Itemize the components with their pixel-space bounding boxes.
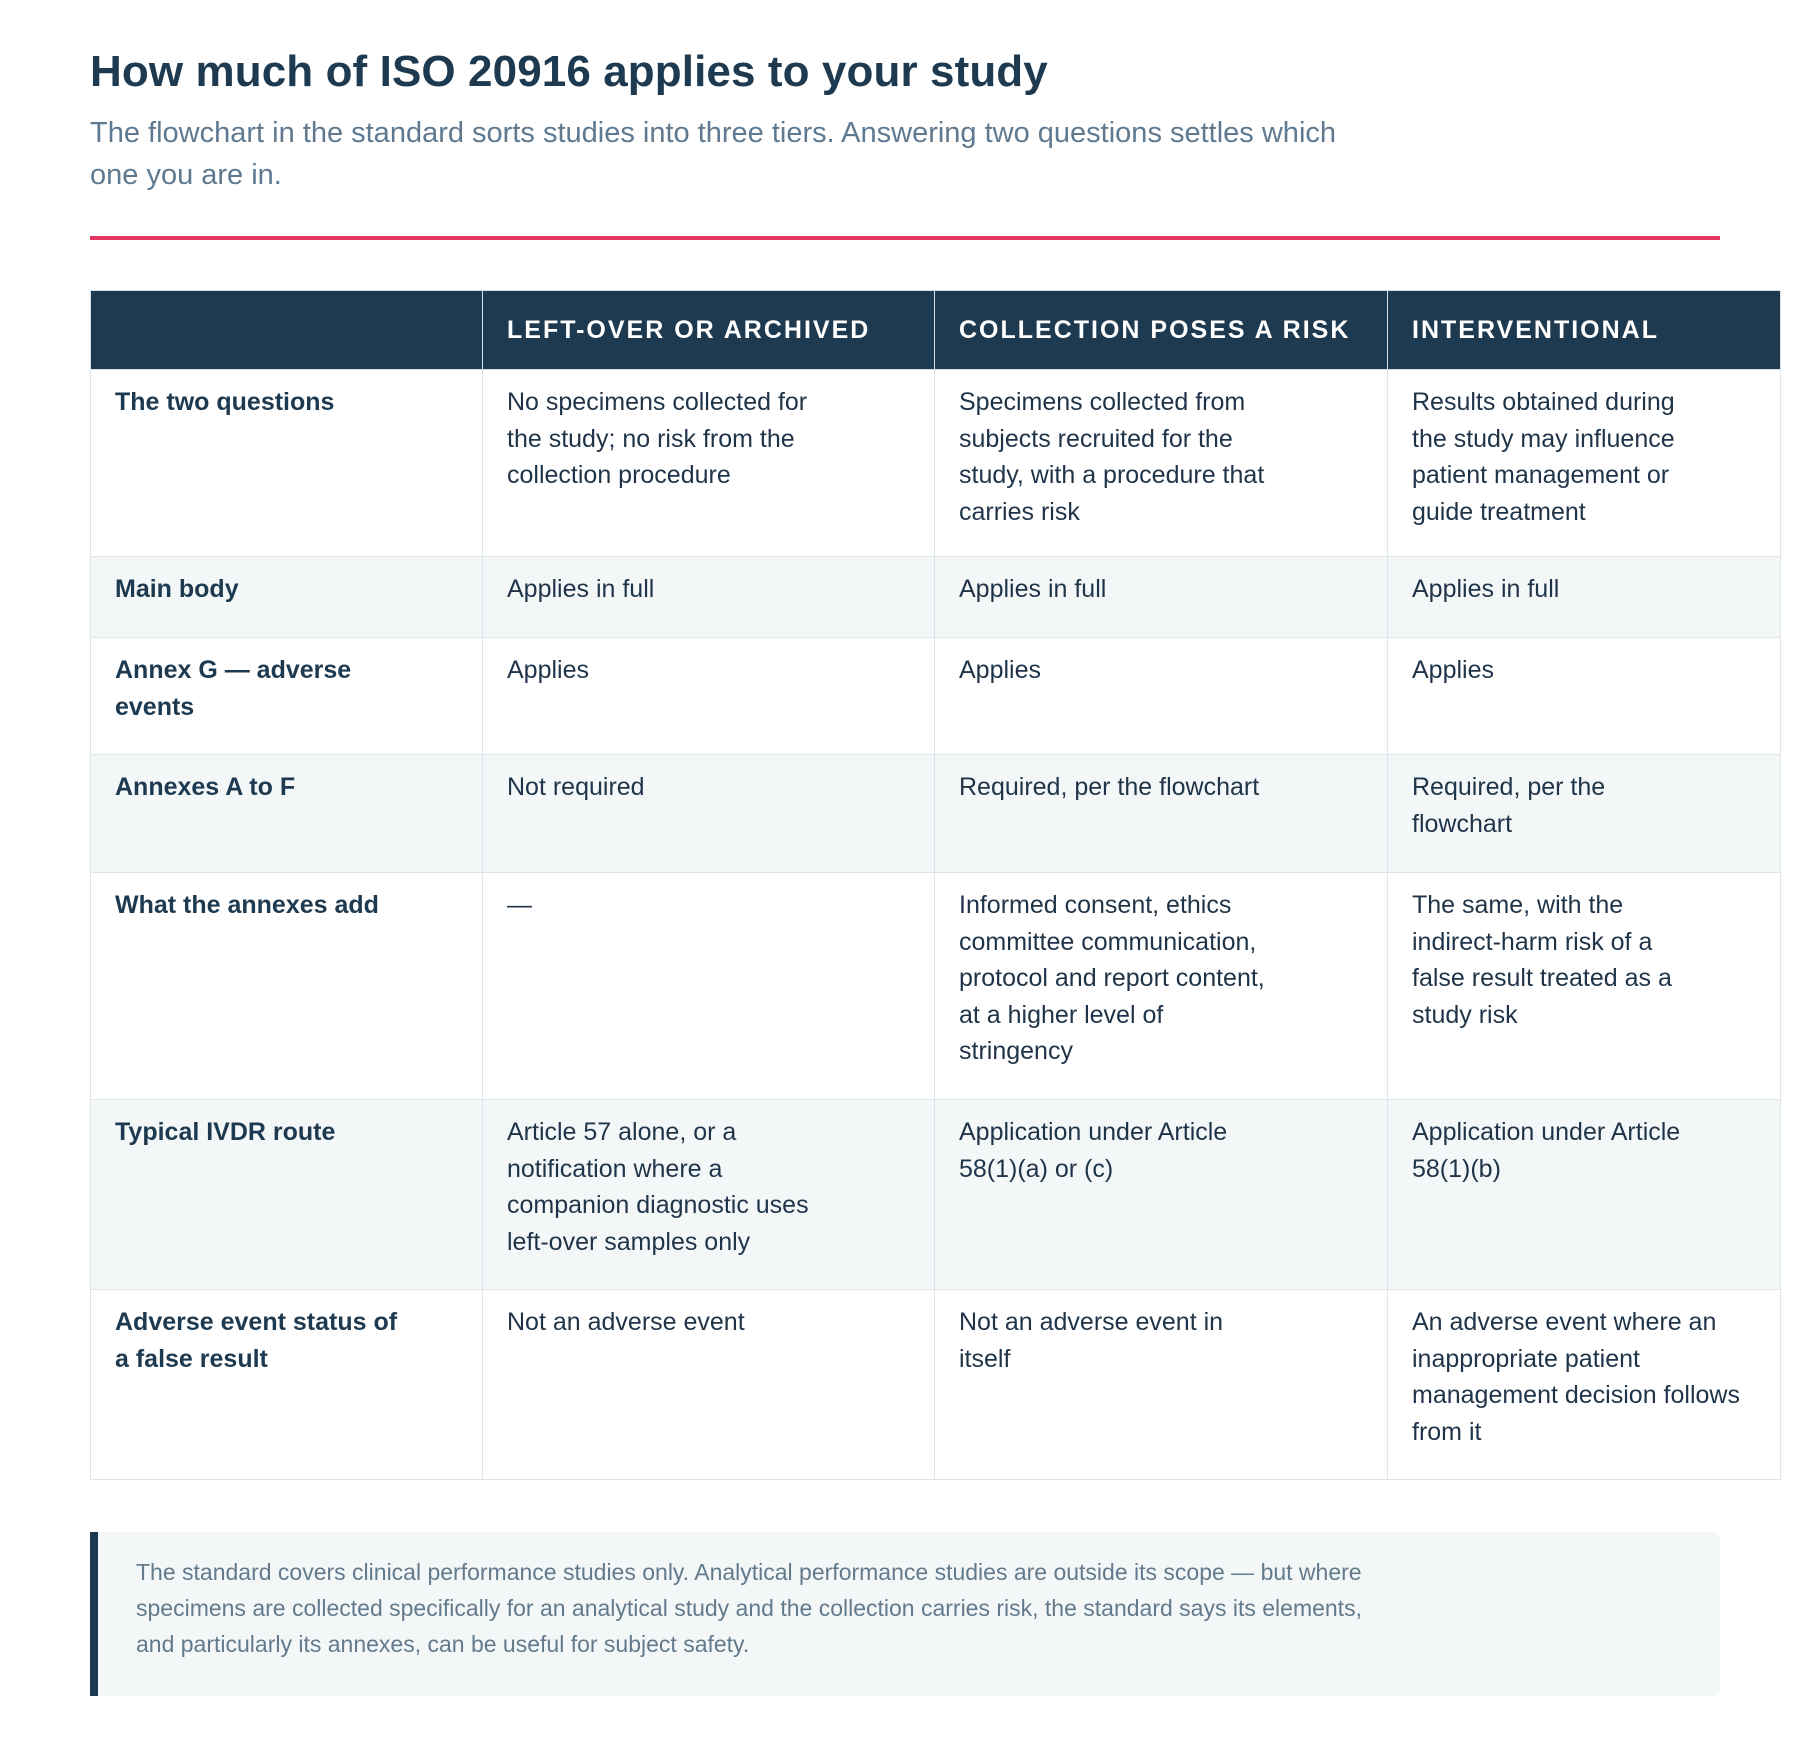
page-title: How much of ISO 20916 applies to your st… (90, 47, 1048, 96)
page-subtitle: The flowchart in the standard sorts stud… (90, 117, 1337, 191)
row-label-text: Adverse event status of a false result (115, 1308, 398, 1373)
cell-text: Not an adverse event in itself (959, 1308, 1224, 1373)
cell-text: Article 57 alone, or a notification wher… (507, 1118, 809, 1256)
cell-text: The same, with the indirect-harm risk of… (1412, 891, 1672, 1029)
row-label: Annexes A to F (90, 754, 483, 873)
table-row: Typical IVDR route Article 57 alone, or … (90, 1099, 1781, 1290)
table-cell: Required, per the flowchart (934, 754, 1388, 873)
page: How much of ISO 20916 applies to your st… (90, 47, 1781, 1696)
table-row: Annex G — adverse events Applies Applies… (90, 637, 1781, 755)
table-cell: Informed consent, ethics committee commu… (934, 872, 1388, 1100)
table-row: Adverse event status of a false result N… (90, 1289, 1781, 1480)
cell-text: Results obtained during the study may in… (1412, 388, 1675, 526)
row-label: Main body (90, 556, 483, 638)
cell-text: Informed consent, ethics committee commu… (959, 891, 1265, 1065)
cell-text: Required, per the flowchart (1412, 773, 1606, 838)
column-header-left-over: Left-over or archived (482, 290, 935, 370)
row-label: Adverse event status of a false result (90, 1289, 483, 1480)
tier-comparison-table: Left-over or archived Collection poses a… (90, 290, 1781, 1480)
table-cell: No specimens collected for the study; no… (482, 369, 935, 557)
row-label: What the annexes add (90, 872, 483, 1100)
table-row: Main body Applies in full Applies in ful… (90, 556, 1781, 638)
row-label: Annex G — adverse events (90, 637, 483, 755)
table-row: What the annexes add — Informed consent,… (90, 872, 1781, 1100)
table-cell: Article 57 alone, or a notification wher… (482, 1099, 935, 1290)
table-cell: Applies in full (482, 556, 935, 638)
table-cell: Application under Article 58(1)(b) (1387, 1099, 1781, 1290)
table-cell: Required, per the flowchart (1387, 754, 1781, 873)
table-row: The two questions No specimens collected… (90, 369, 1781, 557)
row-label-text: Annex G — adverse events (115, 656, 352, 721)
column-header-empty (90, 290, 483, 370)
accent-divider (90, 236, 1720, 240)
table-header-row: Left-over or archived Collection poses a… (90, 290, 1781, 370)
cell-text: Application under Article 58(1)(a) or (c… (959, 1118, 1228, 1183)
table-cell: Applies (934, 637, 1388, 755)
scope-note-callout: The standard covers clinical performance… (90, 1532, 1720, 1696)
cell-text: No specimens collected for the study; no… (507, 388, 808, 489)
cell-text: Application under Article 58(1)(b) (1412, 1118, 1681, 1183)
table-cell: Applies in full (934, 556, 1388, 638)
cell-text: Specimens collected from subjects recrui… (959, 388, 1265, 526)
table-cell: Not required (482, 754, 935, 873)
row-label: The two questions (90, 369, 483, 557)
column-header-interventional: Interventional (1387, 290, 1781, 370)
table-cell: Not an adverse event (482, 1289, 935, 1480)
table-cell: Application under Article 58(1)(a) or (c… (934, 1099, 1388, 1290)
column-header-collection-risk: Collection poses a risk (934, 290, 1388, 370)
table-cell: Results obtained during the study may in… (1387, 369, 1781, 557)
scope-note-text: The standard covers clinical performance… (136, 1559, 1362, 1657)
table-cell: The same, with the indirect-harm risk of… (1387, 872, 1781, 1100)
row-label: Typical IVDR route (90, 1099, 483, 1290)
table-cell: Specimens collected from subjects recrui… (934, 369, 1388, 557)
table-cell: — (482, 872, 935, 1100)
table-cell: Applies (1387, 637, 1781, 755)
cell-text: An adverse event where an inappropriate … (1412, 1308, 1740, 1446)
table-row: Annexes A to F Not required Required, pe… (90, 754, 1781, 873)
table-cell: Applies in full (1387, 556, 1781, 638)
table-cell: An adverse event where an inappropriate … (1387, 1289, 1781, 1480)
table-cell: Not an adverse event in itself (934, 1289, 1388, 1480)
table-cell: Applies (482, 637, 935, 755)
